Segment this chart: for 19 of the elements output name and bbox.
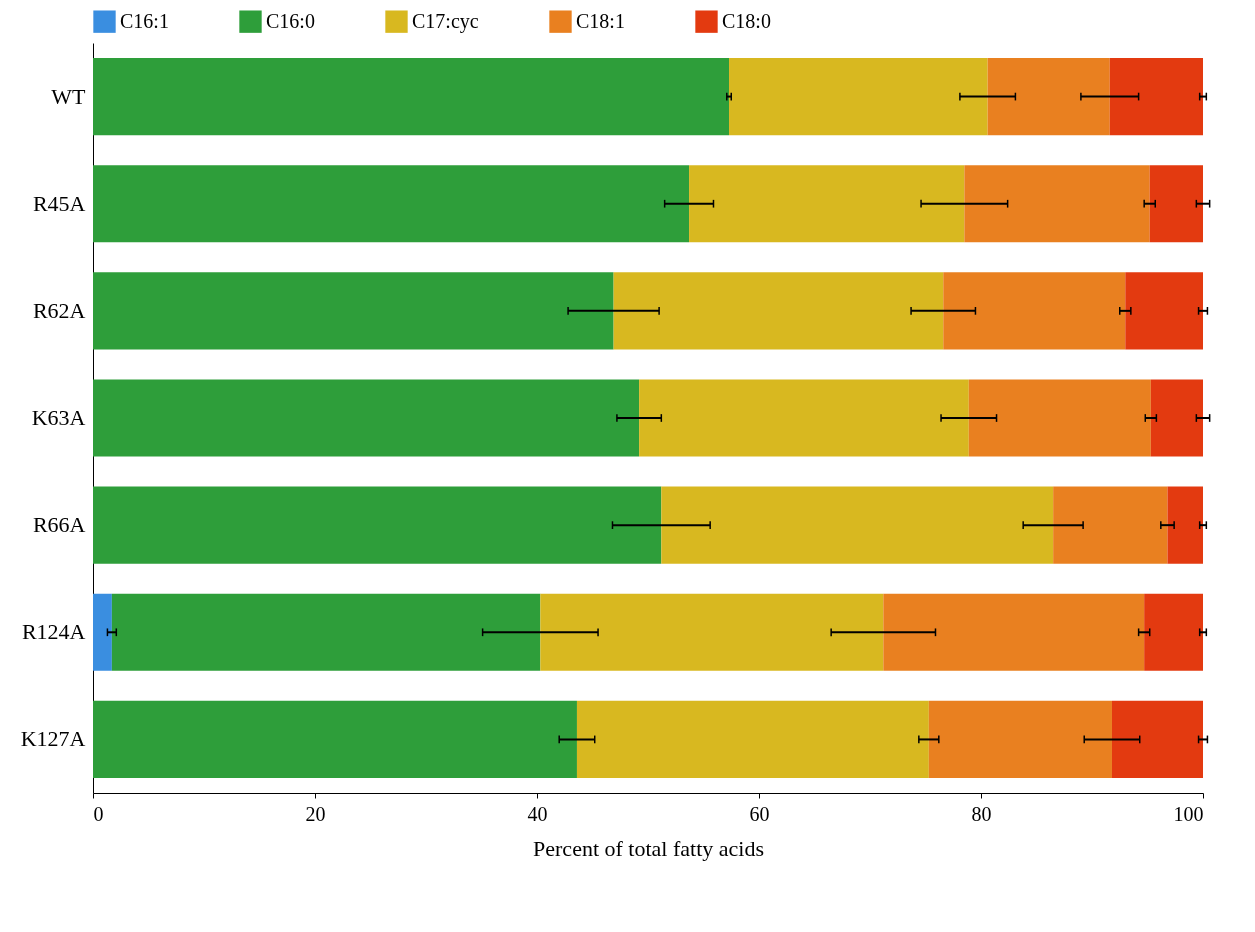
- y-tick-label: R124A: [21, 619, 86, 645]
- y-tick-label: WT: [51, 83, 87, 109]
- y-tick-label: R45A: [32, 190, 86, 216]
- x-axis-title: Percent of total fatty acids: [533, 835, 764, 861]
- x-tick-label: 100: [1173, 802, 1204, 825]
- y-tick-label: K63A: [31, 405, 86, 430]
- y-tick-label: R62A: [32, 297, 86, 323]
- x-tick-label: 40: [527, 802, 548, 825]
- x-tick-label: 60: [749, 802, 770, 825]
- legend-label: C18:1: [576, 9, 625, 32]
- legend-label: C17:cyc: [412, 9, 479, 33]
- x-tick-label: 80: [971, 802, 992, 825]
- legend-label: C16:0: [266, 9, 315, 32]
- y-tick-label: R66A: [32, 512, 86, 538]
- y-tick-label: K127A: [20, 726, 86, 752]
- x-tick-label: 20: [305, 802, 326, 825]
- legend-label: C16:1: [120, 9, 169, 32]
- legend-label: C18:0: [722, 9, 771, 32]
- x-tick-label: 0: [93, 802, 104, 825]
